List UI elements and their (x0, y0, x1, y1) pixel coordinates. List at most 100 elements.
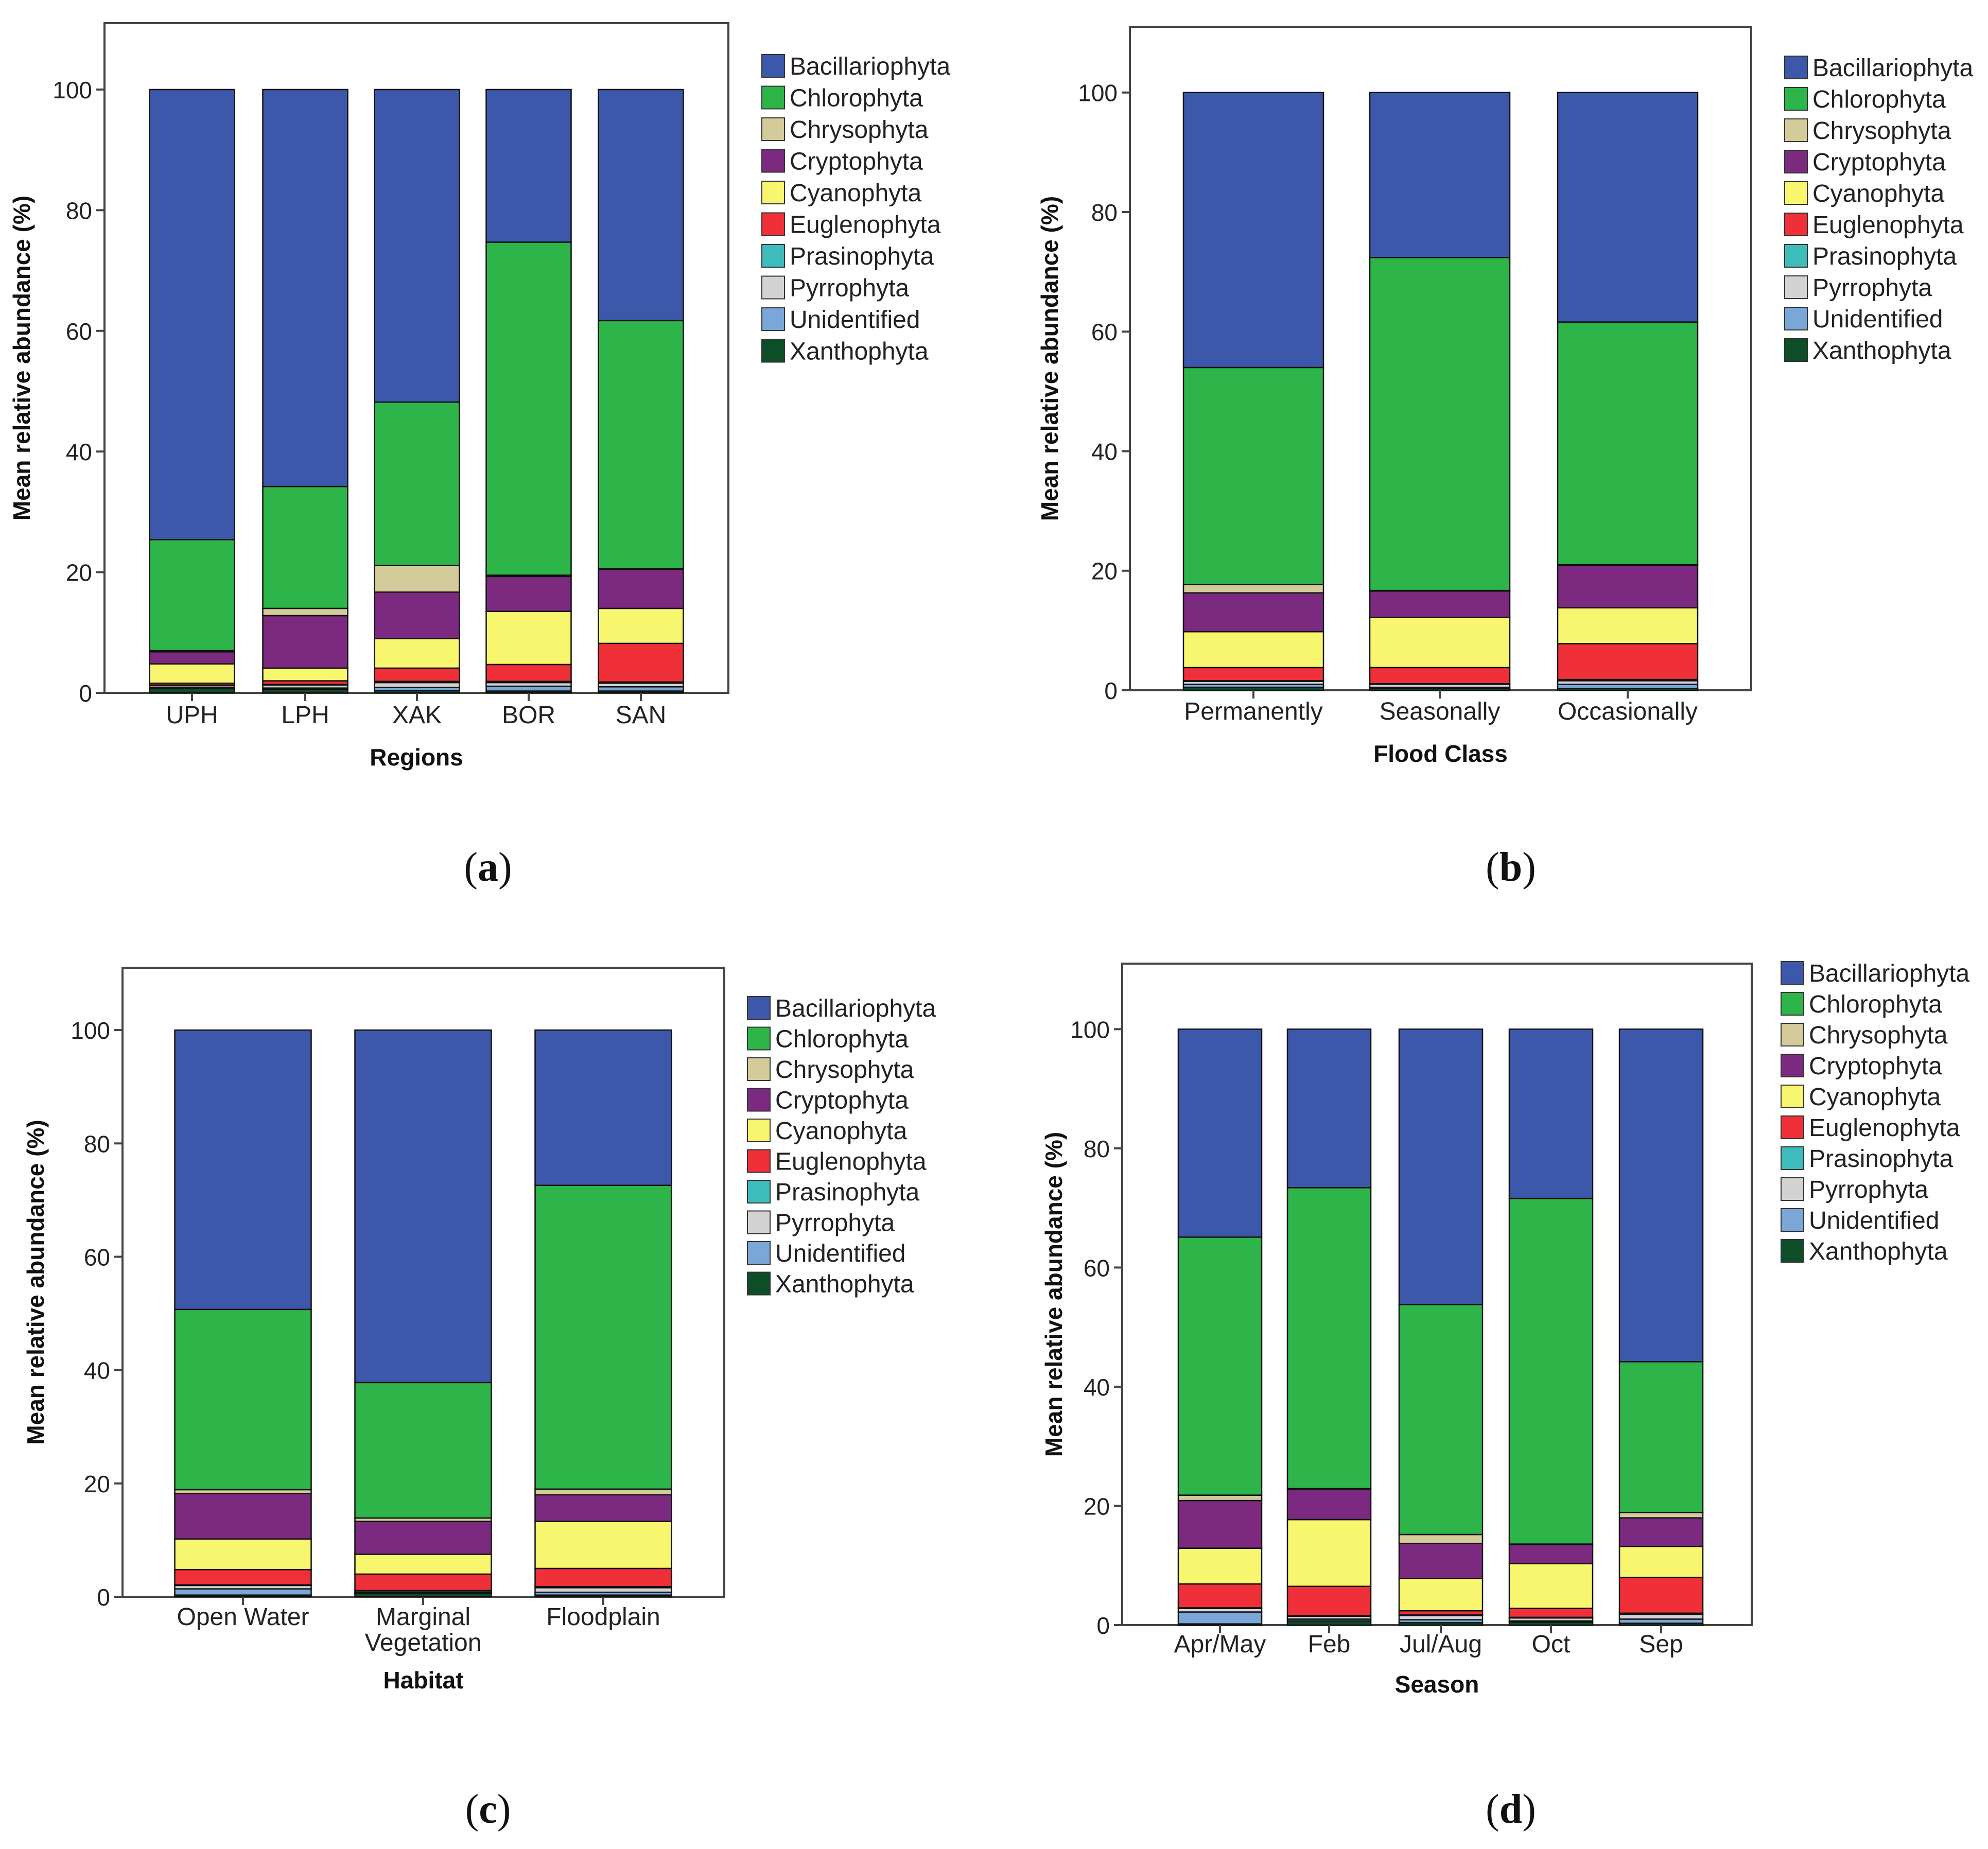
bar-segment-cyanophyta (149, 663, 235, 684)
x-tick-label: Feb (1308, 1631, 1351, 1658)
y-tick-label: 20 (66, 560, 92, 586)
panel-caption-a: (a) (464, 845, 512, 890)
x-tick-label: Apr/May (1174, 1631, 1266, 1658)
bar-segment-bacillariophyta (598, 89, 684, 322)
y-tick-label: 60 (1084, 1254, 1110, 1281)
legend-label-bacillariophyta: Bacillariophyta (775, 995, 936, 1022)
legend-label-chrysophyta: Chrysophyta (790, 116, 929, 144)
bar-segment-cyanophyta (354, 1554, 492, 1575)
legend-swatch-xanthophyta (747, 1271, 771, 1296)
bar-segment-cyanophyta (174, 1538, 312, 1571)
legend-swatch-pyrrophyta (761, 275, 785, 300)
legend: Bacillariophyta Chlorophyta Chrysophyta Cry… (747, 995, 936, 1298)
y-tick-label: 40 (84, 1357, 110, 1384)
y-axis-title: Mean relative abundance (%) (1040, 1132, 1067, 1457)
legend-swatch-chlorophyta (1784, 87, 1808, 111)
y-tick-label: 100 (1078, 80, 1118, 107)
x-tick-label: Sep (1639, 1631, 1683, 1658)
y-tick-label: 40 (66, 439, 92, 465)
legend-label-bacillariophyta: Bacillariophyta (1812, 55, 1973, 82)
legend-label-chlorophyta: Chlorophyta (790, 85, 923, 112)
legend-swatch-chlorophyta (761, 85, 785, 110)
y-tick-label: 60 (1091, 319, 1118, 345)
legend-swatch-unidentified (1781, 1208, 1804, 1232)
legend-swatch-pyrrophyta (1784, 275, 1808, 299)
x-axis-title: Habitat (383, 1667, 464, 1694)
y-tick-label: 40 (1084, 1374, 1110, 1401)
bar-segment-cyanophyta (1286, 1519, 1372, 1588)
legend-swatch-cyanophyta (747, 1119, 771, 1142)
bar-segment-bacillariophyta (1369, 92, 1511, 258)
legend-swatch-euglenophyta (747, 1149, 771, 1173)
bar-segment-chlorophyta (1286, 1187, 1372, 1490)
legend-swatch-xanthophyta (1784, 338, 1808, 362)
bar-segment-cryptophyta (262, 615, 348, 669)
legend-swatch-pyrrophyta (747, 1210, 771, 1234)
bar-segment-chrysophyta (1618, 1511, 1704, 1519)
bar-segment-cryptophyta (374, 591, 460, 639)
legend-label-cyanophyta: Cyanophyta (790, 180, 921, 207)
bar-segment-cyanophyta (1369, 617, 1511, 669)
bar-segment-pyrrophyta (534, 1587, 672, 1593)
legend-swatch-cryptophyta (1781, 1054, 1804, 1077)
y-tick-label: 20 (1091, 558, 1118, 585)
bar-segment-euglenophyta (1557, 643, 1699, 681)
legend-label-xanthophyta: Xanthophyta (775, 1271, 914, 1298)
legend-swatch-prasinophyta (761, 244, 785, 268)
legend-label-prasinophyta: Prasinophyta (1812, 243, 1957, 270)
legend-label-chrysophyta: Chrysophyta (775, 1056, 914, 1084)
legend-label-euglenophyta: Euglenophyta (790, 212, 941, 239)
legend-label-xanthophyta: Xanthophyta (790, 338, 929, 365)
legend: Bacillariophyta Chlorophyta Chrysophyta Cry… (1784, 55, 1973, 364)
legend-swatch-cryptophyta (761, 149, 785, 173)
legend-label-bacillariophyta: Bacillariophyta (1809, 960, 1969, 987)
legend-label-pyrrophyta: Pyrrophyta (1809, 1176, 1928, 1203)
legend-label-xanthophyta: Xanthophyta (1812, 337, 1951, 364)
legend-swatch-xanthophyta (1781, 1239, 1804, 1263)
legend-label-pyrrophyta: Pyrrophyta (1812, 274, 1932, 302)
bar-segment-euglenophyta (534, 1567, 672, 1588)
bar-segment-chrysophyta (1177, 1494, 1263, 1502)
bar-segment-cyanophyta (1182, 631, 1324, 669)
bar-segment-bacillariophyta (149, 89, 235, 540)
legend-swatch-chrysophyta (1784, 118, 1808, 142)
legend-swatch-cyanophyta (761, 181, 785, 204)
bar-segment-chlorophyta (1369, 256, 1511, 591)
x-tick-label: Floodplain (546, 1603, 660, 1631)
y-tick-label: 100 (71, 1017, 110, 1044)
bar-segment-bacillariophyta (374, 89, 460, 403)
bar-segment-cryptophyta (485, 575, 572, 613)
y-tick-label: 80 (1091, 199, 1118, 226)
x-axis-title: Flood Class (1373, 740, 1508, 767)
x-tick-label: Oct (1532, 1631, 1571, 1658)
legend-swatch-chlorophyta (747, 1026, 771, 1051)
y-tick-label: 100 (1070, 1016, 1110, 1043)
bar-segment-bacillariophyta (1557, 92, 1699, 323)
bar-segment-chrysophyta (1182, 584, 1324, 594)
bar-segment-bacillariophyta (1177, 1028, 1263, 1238)
bar-segment-euglenophyta (1369, 667, 1511, 685)
bar-segment-bacillariophyta (534, 1029, 672, 1186)
bar-segment-cryptophyta (1618, 1517, 1704, 1547)
x-tick-label: UPH (166, 702, 218, 729)
bar-segment-euglenophyta (174, 1568, 312, 1586)
bar-segment-bacillariophyta (1508, 1028, 1594, 1199)
bar-segment-cyanophyta (598, 607, 684, 644)
chart-panel-b: 0 20 40 60 80 100 Mean relative abundance (%) P… (1036, 26, 1973, 767)
bar-segment-chlorophyta (354, 1382, 492, 1519)
bar-segment-chlorophyta (598, 320, 684, 569)
bar-segment-cryptophyta (149, 651, 235, 665)
bar-segment-chlorophyta (1398, 1303, 1484, 1536)
legend-swatch-chrysophyta (761, 117, 785, 141)
bar-segment-bacillariophyta (354, 1029, 492, 1384)
legend-label-prasinophyta: Prasinophyta (1809, 1145, 1953, 1173)
x-axis-title: Season (1395, 1671, 1479, 1698)
legend-label-chlorophyta: Chlorophyta (1809, 991, 1942, 1018)
legend-label-chrysophyta: Chrysophyta (1812, 117, 1951, 145)
legend-swatch-prasinophyta (747, 1180, 771, 1203)
x-axis-title: Regions (370, 744, 463, 771)
legend-swatch-euglenophyta (761, 212, 785, 236)
legend: Bacillariophyta Chlorophyta Chrysophyta Cry… (761, 53, 950, 365)
bar-segment-cryptophyta (534, 1494, 672, 1522)
